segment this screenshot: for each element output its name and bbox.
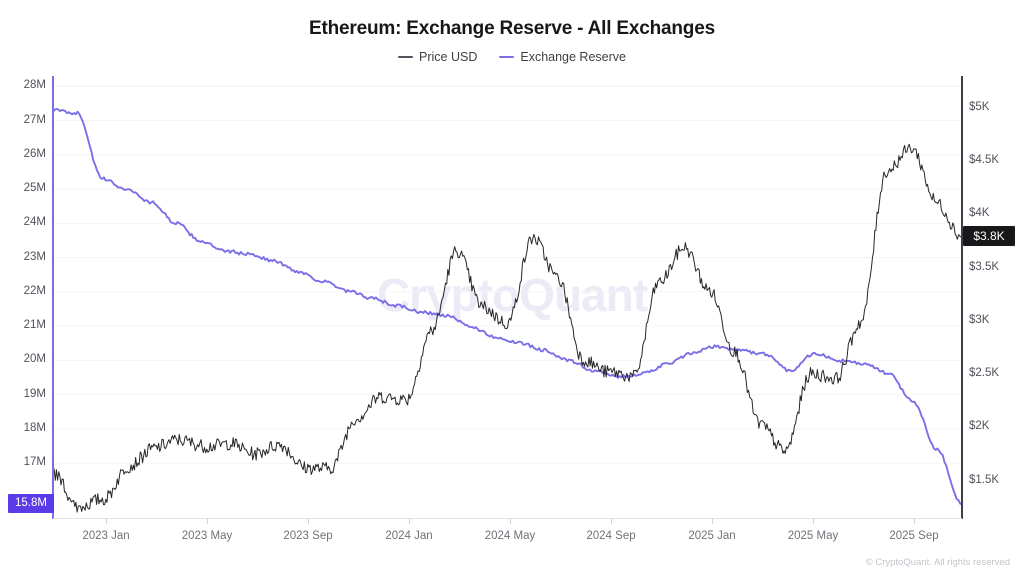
y-axis-left-line [52, 76, 54, 519]
x-axis-tick-label: 2024 Jan [385, 530, 433, 542]
y-axis-right-tick-label: $4.5K [969, 154, 1000, 167]
y-axis-right-tick-label: $4K [969, 207, 990, 220]
y-axis-right-tick-label: $5K [969, 100, 990, 113]
line-swatch-icon [499, 56, 515, 58]
y-axis-left-tick-label: 28M [23, 79, 46, 92]
series-line-price-usd [53, 143, 962, 513]
y-axis-left-tick-label: 19M [23, 387, 46, 400]
status-badge-price-current: $3.8K [963, 225, 1015, 246]
y-axis-right-tick-label: $2.5K [969, 367, 1000, 380]
line-swatch-icon [398, 56, 414, 58]
plot-svg [53, 85, 962, 513]
y-axis-right-line [961, 76, 963, 519]
legend-label-exchange-reserve: Exchange Reserve [520, 50, 626, 64]
y-axis-left-tick-label: 27M [23, 113, 46, 126]
x-axis-tickmark [510, 518, 511, 524]
legend-item-exchange-reserve[interactable]: Exchange Reserve [499, 50, 626, 64]
y-axis-left-tick-label: 20M [23, 353, 46, 366]
x-axis-tick-label: 2023 Sep [283, 530, 333, 542]
x-axis-tick-label: 2025 Sep [889, 530, 939, 542]
x-axis-tickmark [207, 518, 208, 524]
legend-label-price-usd: Price USD [419, 50, 478, 64]
footer-credit: © CryptoQuant. All rights reserved [865, 557, 1010, 568]
plot-area[interactable] [53, 76, 962, 518]
y-axis-left-tick-label: 18M [23, 421, 46, 434]
x-axis-tickmark [308, 518, 309, 524]
series-line-exchange-reserve [53, 107, 962, 506]
x-axis-tick-label: 2023 Jan [82, 530, 130, 542]
x-axis-tick-label: 2025 Jan [688, 530, 736, 542]
x-axis-tickmark [409, 518, 410, 524]
gridlines [53, 85, 962, 464]
legend-item-price-usd[interactable]: Price USD [398, 50, 477, 64]
y-axis-left-tick-label: 26M [23, 147, 46, 160]
y-axis-right-tick-label: $3.5K [969, 260, 1000, 273]
y-axis-left-tick-label: 21M [23, 319, 46, 332]
y-axis-right-tick-label: $1.5K [969, 473, 1000, 486]
x-axis-tick-label: 2023 May [181, 530, 233, 542]
x-axis-tickmark [712, 518, 713, 524]
x-axis-tickmark [813, 518, 814, 524]
y-axis-left-tick-label: 22M [23, 284, 46, 297]
x-axis-tick-label: 2024 May [484, 530, 536, 542]
x-axis-line [53, 518, 962, 519]
x-axis-tickmark [914, 518, 915, 524]
chart-legend: Price USD Exchange Reserve [0, 50, 1024, 64]
status-badge-reserve-current: 15.8M [8, 494, 54, 514]
y-axis-right-tick-label: $3K [969, 313, 990, 326]
y-axis-left-tick-label: 24M [23, 216, 46, 229]
y-axis-left-tick-label: 23M [23, 250, 46, 263]
x-axis-tick-label: 2024 Sep [586, 530, 636, 542]
y-axis-left-tick-label: 25M [23, 182, 46, 195]
x-axis-tickmark [611, 518, 612, 524]
y-axis-right-tick-label: $2K [969, 420, 990, 433]
y-axis-left-tick-label: 17M [23, 456, 46, 469]
page-title: Ethereum: Exchange Reserve - All Exchang… [309, 18, 715, 39]
x-axis-tickmark [106, 518, 107, 524]
x-axis-tick-label: 2025 May [787, 530, 839, 542]
